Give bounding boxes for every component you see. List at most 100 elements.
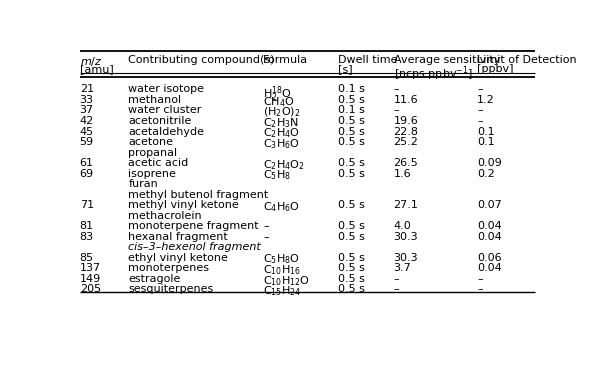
Text: isoprene: isoprene <box>128 169 176 178</box>
Text: H$_2^{18}$O: H$_2^{18}$O <box>263 85 292 104</box>
Text: water cluster: water cluster <box>128 105 202 116</box>
Text: –: – <box>394 274 399 284</box>
Text: [ncps ppbv$^{-1}$]: [ncps ppbv$^{-1}$] <box>394 64 473 83</box>
Text: –: – <box>263 221 269 231</box>
Text: furan: furan <box>128 179 158 189</box>
Text: Limit of Detection: Limit of Detection <box>477 55 577 65</box>
Text: 45: 45 <box>80 126 94 136</box>
Text: acetone: acetone <box>128 137 173 147</box>
Text: 22.8: 22.8 <box>394 126 419 136</box>
Text: water isotope: water isotope <box>128 85 205 95</box>
Text: 0.5 s: 0.5 s <box>338 169 365 178</box>
Text: 0.5 s: 0.5 s <box>338 126 365 136</box>
Text: 0.5 s: 0.5 s <box>338 263 365 273</box>
Text: 0.5 s: 0.5 s <box>338 253 365 263</box>
Text: Dwell time: Dwell time <box>338 55 397 65</box>
Text: 0.5 s: 0.5 s <box>338 137 365 147</box>
Text: 83: 83 <box>80 232 94 242</box>
Text: [s]: [s] <box>338 64 352 74</box>
Text: 0.04: 0.04 <box>477 221 502 231</box>
Text: C$_3$H$_6$O: C$_3$H$_6$O <box>263 137 301 151</box>
Text: –: – <box>394 85 399 95</box>
Text: –: – <box>394 105 399 116</box>
Text: 149: 149 <box>80 274 101 284</box>
Text: 61: 61 <box>80 158 94 168</box>
Text: cis–3–hexenol fragment: cis–3–hexenol fragment <box>128 242 261 252</box>
Text: methyl vinyl ketone: methyl vinyl ketone <box>128 200 239 210</box>
Text: 0.5 s: 0.5 s <box>338 116 365 126</box>
Text: 25.2: 25.2 <box>394 137 418 147</box>
Text: 0.5 s: 0.5 s <box>338 284 365 294</box>
Text: –: – <box>477 85 483 95</box>
Text: 42: 42 <box>80 116 94 126</box>
Text: 0.1 s: 0.1 s <box>338 85 365 95</box>
Text: $m/z$: $m/z$ <box>80 55 102 68</box>
Text: 30.3: 30.3 <box>394 232 418 242</box>
Text: 0.1 s: 0.1 s <box>338 105 365 116</box>
Text: 0.5 s: 0.5 s <box>338 158 365 168</box>
Text: 0.5 s: 0.5 s <box>338 232 365 242</box>
Text: –: – <box>394 284 399 294</box>
Text: –: – <box>477 116 483 126</box>
Text: 0.1: 0.1 <box>477 126 495 136</box>
Text: hexanal fragment: hexanal fragment <box>128 232 228 242</box>
Text: 0.04: 0.04 <box>477 263 502 273</box>
Text: –: – <box>477 274 483 284</box>
Text: C$_2$H$_4$O$_2$: C$_2$H$_4$O$_2$ <box>263 158 305 172</box>
Text: 0.5 s: 0.5 s <box>338 200 365 210</box>
Text: –: – <box>263 232 269 242</box>
Text: C$_{10}$H$_{12}$O: C$_{10}$H$_{12}$O <box>263 274 310 288</box>
Text: 27.1: 27.1 <box>394 200 418 210</box>
Text: 0.5 s: 0.5 s <box>338 221 365 231</box>
Text: C$_2$H$_3$N: C$_2$H$_3$N <box>263 116 299 130</box>
Text: 26.5: 26.5 <box>394 158 418 168</box>
Text: 0.1: 0.1 <box>477 137 495 147</box>
Text: Contributing compound(s): Contributing compound(s) <box>128 55 275 65</box>
Text: Average sensitivity: Average sensitivity <box>394 55 500 65</box>
Text: 69: 69 <box>80 169 94 178</box>
Text: C$_{15}$H$_{24}$: C$_{15}$H$_{24}$ <box>263 284 301 298</box>
Text: C$_5$H$_8$: C$_5$H$_8$ <box>263 169 291 182</box>
Text: 205: 205 <box>80 284 101 294</box>
Text: 30.3: 30.3 <box>394 253 418 263</box>
Text: estragole: estragole <box>128 274 181 284</box>
Text: 19.6: 19.6 <box>394 116 418 126</box>
Text: acetic acid: acetic acid <box>128 158 189 168</box>
Text: –: – <box>477 105 483 116</box>
Text: 0.04: 0.04 <box>477 232 502 242</box>
Text: acetonitrile: acetonitrile <box>128 116 192 126</box>
Text: 0.5 s: 0.5 s <box>338 95 365 105</box>
Text: 0.2: 0.2 <box>477 169 495 178</box>
Text: Formula: Formula <box>263 55 308 65</box>
Text: C$_{10}$H$_{16}$: C$_{10}$H$_{16}$ <box>263 263 301 277</box>
Text: C$_4$H$_6$O: C$_4$H$_6$O <box>263 200 301 214</box>
Text: 85: 85 <box>80 253 94 263</box>
Text: methacrolein: methacrolein <box>128 211 202 221</box>
Text: –: – <box>477 284 483 294</box>
Text: CH$_4$O: CH$_4$O <box>263 95 295 109</box>
Text: 1.6: 1.6 <box>394 169 411 178</box>
Text: 59: 59 <box>80 137 94 147</box>
Text: (H$_2$O)$_2$: (H$_2$O)$_2$ <box>263 105 301 119</box>
Text: 0.5 s: 0.5 s <box>338 274 365 284</box>
Text: 81: 81 <box>80 221 94 231</box>
Text: 71: 71 <box>80 200 94 210</box>
Text: [ppbv]: [ppbv] <box>477 64 514 74</box>
Text: 3.7: 3.7 <box>394 263 411 273</box>
Text: methanol: methanol <box>128 95 182 105</box>
Text: sesquiterpenes: sesquiterpenes <box>128 284 214 294</box>
Text: 0.06: 0.06 <box>477 253 502 263</box>
Text: 0.07: 0.07 <box>477 200 502 210</box>
Text: 11.6: 11.6 <box>394 95 418 105</box>
Text: 137: 137 <box>80 263 101 273</box>
Text: acetaldehyde: acetaldehyde <box>128 126 205 136</box>
Text: 1.2: 1.2 <box>477 95 495 105</box>
Text: propanal: propanal <box>128 147 178 157</box>
Text: 0.09: 0.09 <box>477 158 502 168</box>
Text: C$_2$H$_4$O: C$_2$H$_4$O <box>263 126 301 140</box>
Text: 33: 33 <box>80 95 94 105</box>
Text: C$_5$H$_8$O: C$_5$H$_8$O <box>263 253 301 267</box>
Text: 21: 21 <box>80 85 94 95</box>
Text: [amu]: [amu] <box>80 64 113 74</box>
Text: 4.0: 4.0 <box>394 221 411 231</box>
